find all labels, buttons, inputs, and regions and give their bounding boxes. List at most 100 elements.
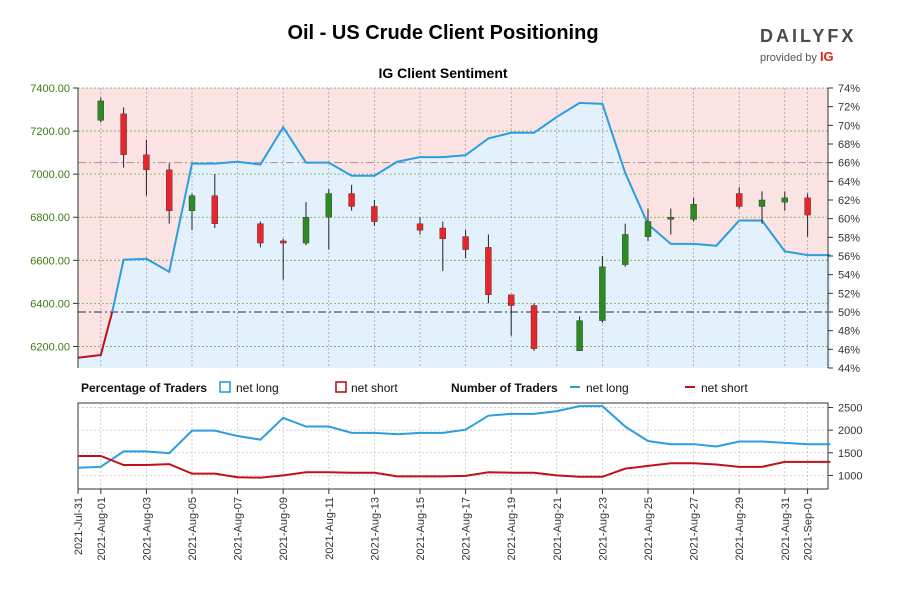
candle-body xyxy=(280,240,287,244)
candle-body xyxy=(462,236,469,250)
ig-logo: IG xyxy=(819,49,834,64)
date-tick-label: 2021-Aug-21 xyxy=(552,497,564,561)
candle-body xyxy=(758,199,766,207)
pct-tick-label: 72% xyxy=(838,102,860,114)
pct-tick-label: 60% xyxy=(838,214,860,226)
price-tick-label: 6800.00 xyxy=(30,212,70,224)
candle-body xyxy=(143,154,150,171)
candle-body xyxy=(257,223,264,244)
candle-down xyxy=(257,221,264,248)
price-tick-label: 6200.00 xyxy=(30,341,70,353)
candle-body xyxy=(348,193,355,207)
candle-down xyxy=(439,221,446,272)
pct-tick-label: 74% xyxy=(838,83,860,95)
candle-body xyxy=(416,223,424,231)
legend-net-short-label: net short xyxy=(351,381,398,395)
candle-down xyxy=(530,303,538,351)
pct-tick-label: 64% xyxy=(838,176,860,188)
count-tick-label: 2500 xyxy=(838,403,862,415)
legend-net-long-box xyxy=(219,381,231,393)
price-tick-label: 6600.00 xyxy=(30,255,70,267)
legend-pct-label: Percentage of Traders xyxy=(81,381,207,395)
candle-down xyxy=(348,184,355,211)
candle-up xyxy=(690,197,697,222)
pct-tick-label: 54% xyxy=(838,270,860,282)
candle-body xyxy=(667,217,674,220)
legend: Percentage of Traders net long net short Nu… xyxy=(81,381,748,395)
candle-down xyxy=(165,163,173,224)
brand-part2: FX xyxy=(827,26,857,46)
candle-down xyxy=(371,200,378,226)
legend-count-label: Number of Traders xyxy=(451,381,558,395)
date-tick-label: 2021-Aug-01 xyxy=(96,497,108,561)
pct-tick-label: 52% xyxy=(838,288,860,300)
net-short-majority-line xyxy=(77,311,114,359)
dailyfx-wordmark: DAILYFX xyxy=(760,26,870,47)
candle-body xyxy=(690,204,697,220)
date-tick-label: 2021-Sep-01 xyxy=(803,497,815,561)
date-tick-label: 2021-Aug-13 xyxy=(369,497,381,561)
candle-up xyxy=(302,202,310,246)
candle-down xyxy=(485,234,492,304)
date-tick-label: 2021-Aug-07 xyxy=(233,497,245,561)
legend-count-short-label: net short xyxy=(701,381,748,395)
candle-up xyxy=(622,223,629,267)
chart-title: Oil - US Crude Client Positioning xyxy=(287,22,599,44)
date-tick-label: 2021-Jul-31 xyxy=(73,497,85,555)
candle-down xyxy=(120,107,127,168)
candle-body xyxy=(644,221,652,237)
candle-up xyxy=(758,191,766,224)
candle-body xyxy=(599,266,606,321)
date-tick-label: 2021-Aug-17 xyxy=(461,497,473,561)
date-tick-label: 2021-Aug-05 xyxy=(187,497,199,561)
provided-by: provided by IG xyxy=(760,49,870,64)
candle-body xyxy=(804,197,811,216)
candle-down xyxy=(804,193,811,237)
traders-short-line xyxy=(78,454,831,479)
date-tick-label: 2021-Aug-09 xyxy=(278,497,290,561)
candle-body xyxy=(325,193,332,218)
candle-body xyxy=(188,195,196,211)
date-tick-label: 2021-Aug-15 xyxy=(415,497,427,561)
date-tick-label: 2021-Aug-27 xyxy=(689,497,701,561)
candle-body xyxy=(165,169,173,211)
candle-up xyxy=(188,193,196,231)
candle-down xyxy=(736,187,743,209)
candle-body xyxy=(576,320,583,351)
pct-tick-label: 70% xyxy=(838,120,860,132)
date-tick-label: 2021-Aug-03 xyxy=(141,497,153,561)
candle-up xyxy=(325,189,332,250)
candle-body xyxy=(439,227,446,239)
count-tick-label: 1500 xyxy=(838,448,862,460)
candle-down xyxy=(280,238,287,280)
pct-tick-label: 58% xyxy=(838,232,860,244)
count-tick-label: 1000 xyxy=(838,470,862,482)
legend-net-long-label: net long xyxy=(236,381,279,395)
candle-up xyxy=(781,191,788,211)
pct-tick-label: 50% xyxy=(838,307,860,319)
candle-down xyxy=(211,174,219,228)
brand-part1: DAILY xyxy=(760,26,828,46)
candle-body xyxy=(622,234,629,265)
date-tick-label: 2021-Aug-23 xyxy=(597,497,609,561)
candle-up xyxy=(599,256,606,323)
candle-body xyxy=(485,247,492,295)
candle-body xyxy=(302,217,310,244)
candle-body xyxy=(736,193,743,207)
traders-long-line xyxy=(77,405,831,469)
provided-by-text: provided by xyxy=(760,52,817,64)
candle-body xyxy=(781,197,788,203)
chart-subtitle: IG Client Sentiment xyxy=(378,65,508,81)
pct-tick-label: 46% xyxy=(838,344,860,356)
date-tick-label: 2021-Aug-25 xyxy=(643,497,655,561)
date-tick-label: 2021-Aug-29 xyxy=(734,497,746,561)
candle-body xyxy=(508,294,515,306)
price-tick-label: 7200.00 xyxy=(30,126,70,138)
candle-body xyxy=(120,113,127,155)
net-long-region xyxy=(78,102,831,368)
net-long-pct-line xyxy=(111,101,831,313)
pct-tick-label: 68% xyxy=(838,139,860,151)
dailyfx-logo: DAILYFX provided by IG xyxy=(760,26,870,64)
price-tick-label: 6400.00 xyxy=(30,298,70,310)
